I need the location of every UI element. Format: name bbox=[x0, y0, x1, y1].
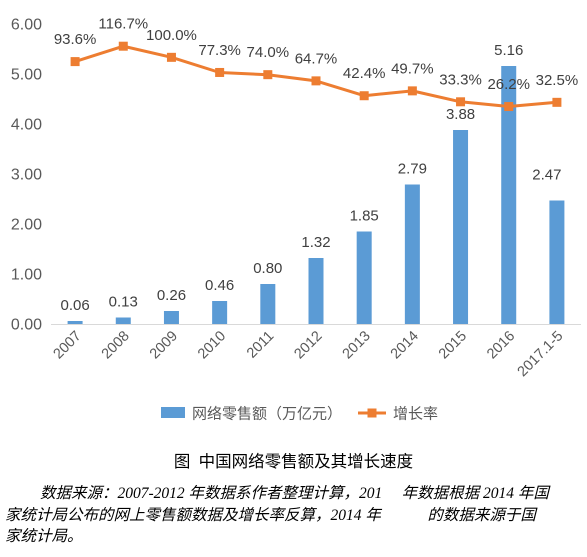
x-tick-label: 2007 bbox=[51, 328, 85, 362]
bar-data-label: 2.79 bbox=[398, 161, 427, 178]
bar-data-labels: 0.06 0.13 0.26 0.46 0.80 1.32 1.85 2.79 3.88 5.16… bbox=[60, 42, 561, 314]
growth-rate-marker-2012 bbox=[311, 76, 321, 86]
growth-rate-data-label: 100.0% bbox=[146, 27, 197, 44]
bar-data-label: 0.13 bbox=[109, 294, 138, 311]
bar-data-label: 0.80 bbox=[253, 260, 282, 277]
x-tick-label: 2017.1-5 bbox=[515, 328, 567, 380]
growth-rate-data-label: 33.3% bbox=[439, 71, 482, 88]
bar-2017-1-5 bbox=[549, 200, 565, 324]
x-tick-label: 2015 bbox=[436, 328, 470, 362]
growth-rate-marker-2016 bbox=[504, 102, 514, 112]
growth-rate-data-label: 42.4% bbox=[343, 65, 386, 82]
source-note: 数据来源：2007-2012 年数据系作者整理计算，201 年数据根据 2014… bbox=[5, 483, 583, 548]
growth-rate-marker-2010 bbox=[215, 67, 225, 77]
bar-data-label: 3.88 bbox=[446, 106, 475, 123]
bar-2011 bbox=[260, 284, 276, 324]
growth-rate-marker-2013 bbox=[359, 91, 369, 101]
x-tick-label: 2008 bbox=[99, 328, 133, 362]
x-tick-label: 2014 bbox=[388, 328, 422, 362]
y-tick-label: 6.00 bbox=[11, 17, 42, 34]
combo-chart: 0.00 1.00 2.00 3.00 4.00 5.00 6.00 0.06 0.13 0.26… bbox=[11, 16, 581, 423]
legend-label-retail-sales: 网络零售额（万亿元） bbox=[192, 406, 342, 423]
y-tick-label: 5.00 bbox=[11, 67, 42, 84]
growth-rate-data-label: 26.2% bbox=[487, 76, 530, 93]
growth-rate-data-label: 93.6% bbox=[54, 31, 97, 48]
growth-rate-data-labels: 93.6%116.7%100.0%77.3% 74.0% 64.7% 42.4% 49.… bbox=[54, 16, 578, 93]
growth-rate-data-label: 74.0% bbox=[247, 44, 290, 61]
legend-item-retail-sales: 网络零售额（万亿元） bbox=[161, 406, 342, 423]
y-axis-tick-labels: 0.00 1.00 2.00 3.00 4.00 5.00 6.00 bbox=[11, 17, 42, 334]
growth-rate-data-label: 116.7% bbox=[98, 16, 148, 33]
legend-marker-swatch bbox=[367, 408, 377, 418]
growth-rate-data-label: 49.7% bbox=[391, 60, 434, 77]
x-tick-label: 2012 bbox=[291, 328, 325, 362]
legend: 网络零售额（万亿元） 增长率 bbox=[161, 406, 438, 423]
growth-rate-marker-2009 bbox=[166, 52, 176, 62]
bar-2007 bbox=[67, 321, 83, 324]
bar-data-label: 5.16 bbox=[494, 42, 523, 59]
growth-rate-marker-2007 bbox=[70, 57, 80, 67]
figure-caption: 图 中国网络零售额及其增长速度 bbox=[173, 452, 414, 471]
bar-2014 bbox=[404, 184, 420, 324]
bar-2013 bbox=[356, 231, 372, 324]
growth-rate-marker-2011 bbox=[263, 70, 273, 80]
bar-data-label: 1.32 bbox=[301, 234, 330, 251]
bar-2012 bbox=[308, 258, 324, 324]
y-tick-label: 2.00 bbox=[11, 217, 42, 234]
bar-data-label: 0.06 bbox=[60, 297, 89, 314]
x-tick-label: 2013 bbox=[340, 328, 374, 362]
source-note-line: 家统计局。 bbox=[5, 528, 83, 545]
x-tick-label: 2016 bbox=[484, 328, 518, 362]
source-note-line: 数据来源：2007-2012 年数据系作者整理计算，201 年数据根据 2014… bbox=[40, 485, 549, 502]
y-tick-label: 1.00 bbox=[11, 267, 42, 284]
bar-2016 bbox=[501, 66, 517, 324]
bar-2015 bbox=[453, 130, 469, 324]
x-tick-label: 2009 bbox=[147, 328, 181, 362]
growth-rate-data-label: 77.3% bbox=[198, 42, 241, 59]
bar-2010 bbox=[212, 301, 228, 324]
growth-rate-marker-2015 bbox=[456, 97, 466, 107]
x-tick-label: 2011 bbox=[244, 328, 277, 361]
growth-rate-marker-2017-1-5 bbox=[552, 97, 562, 107]
growth-rate-marker-2008 bbox=[118, 41, 128, 51]
source-note-line: 家统计局公布的网上零售额数据及增长率反算，2014 年 的数据来源于国 bbox=[5, 506, 536, 524]
growth-rate-data-label: 64.7% bbox=[295, 50, 338, 67]
bar-2008 bbox=[115, 317, 131, 324]
bar-2009 bbox=[163, 311, 179, 324]
growth-rate-marker-2014 bbox=[407, 86, 417, 96]
y-tick-label: 4.00 bbox=[11, 117, 42, 134]
bar-data-label: 0.46 bbox=[205, 277, 234, 294]
legend-item-growth-rate: 增长率 bbox=[358, 406, 438, 423]
y-tick-label: 0.00 bbox=[11, 317, 42, 334]
growth-rate-data-label: 32.5% bbox=[536, 72, 579, 89]
x-axis-tick-labels: 2007 2008 2009 2010 2011 2012 2013 2014 2015 2016… bbox=[51, 328, 567, 380]
line-series-growth-rate bbox=[70, 41, 562, 112]
x-tick-label: 2010 bbox=[195, 328, 229, 362]
bar-data-label: 1.85 bbox=[350, 208, 379, 225]
plot-area: 0.00 1.00 2.00 3.00 4.00 5.00 6.00 0.06 0.13 0.26… bbox=[11, 16, 581, 380]
bar-series-retail-sales bbox=[67, 66, 565, 324]
bar-data-label: 0.26 bbox=[157, 287, 186, 304]
bar-data-label: 2.47 bbox=[532, 167, 561, 184]
legend-bar-swatch bbox=[161, 407, 185, 418]
y-tick-label: 3.00 bbox=[11, 167, 42, 184]
legend-label-growth-rate: 增长率 bbox=[393, 406, 438, 423]
